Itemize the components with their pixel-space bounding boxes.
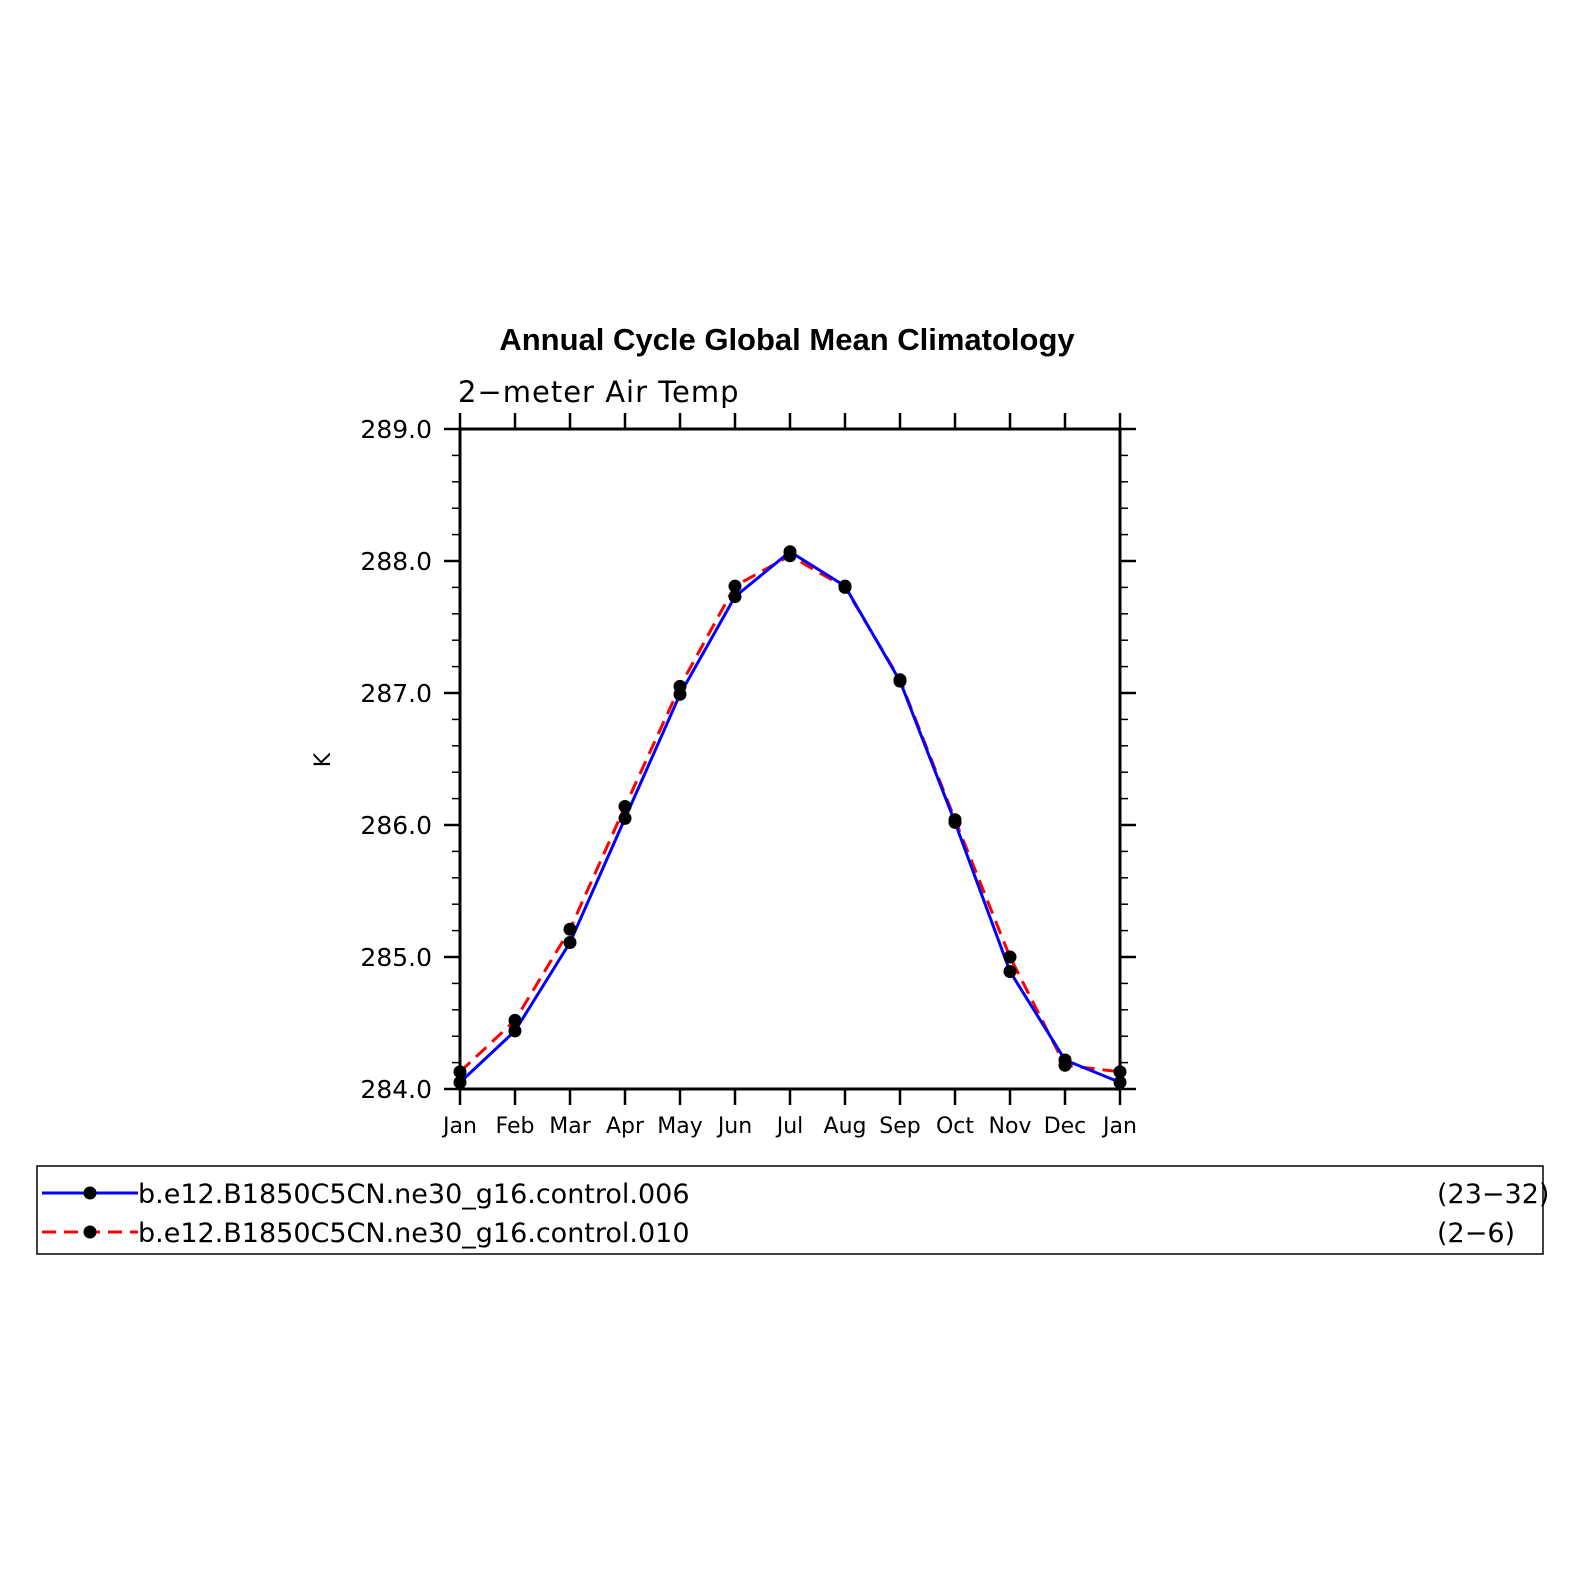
series-1-point-3 [618,800,632,814]
legend-series-name-0: b.e12.B1850C5CN.ne30_g16.control.006 [138,1179,690,1210]
axis-ticks [444,413,1136,1105]
series-0-point-0 [453,1075,467,1089]
legend-marker-0 [83,1186,97,1200]
chart-title: Annual Cycle Global Mean Climatology [499,322,1075,357]
series-points [453,545,1127,1089]
legend-series-name-1: b.e12.B1850C5CN.ne30_g16.control.010 [138,1218,690,1249]
series-1-point-7 [838,580,852,594]
series-0-point-10 [1003,965,1017,979]
chart-subtitle: 2−meter Air Temp [458,375,740,409]
series-line-0 [458,549,1121,1084]
series-1-point-12 [1113,1065,1127,1079]
legend-series-years-1: (2−6) [1437,1218,1515,1249]
series-0-point-2 [563,935,577,949]
series-1-point-0 [453,1065,467,1079]
series-1-point-2 [563,922,577,936]
legend-entries: b.e12.B1850C5CN.ne30_g16.control.006 (23−… [42,1179,1549,1249]
x-tick-label-4: May [657,1114,702,1139]
series-1-point-10 [1003,950,1017,964]
series-1-point-6 [783,549,797,563]
y-tick-label-3: 287.0 [360,679,432,708]
x-tick-label-12: Jan [1101,1114,1137,1139]
series-1-point-8 [893,673,907,687]
legend-series-years-0: (23−32) [1437,1179,1549,1210]
x-tick-label-3: Apr [606,1114,645,1139]
y-tick-label-1: 285.0 [360,943,432,972]
x-tick-label-7: Aug [824,1114,867,1139]
x-tick-label-1: Feb [496,1114,535,1139]
x-tick-label-5: Jun [716,1114,752,1139]
x-tick-label-10: Nov [989,1114,1032,1139]
series-0-point-5 [728,590,742,604]
series-1-point-9 [948,813,962,827]
series-lines [458,549,1121,1084]
x-tick-label-2: Mar [549,1114,591,1139]
series-0-point-12 [1113,1075,1127,1089]
legend-marker-1 [83,1225,97,1239]
x-tick-label-6: Jul [775,1114,804,1139]
axis-tick-labels: Jan Feb Mar Apr May Jun Jul Aug Sep Oct Nov Dec Jan 2… [360,415,1137,1139]
y-axis-label: K [311,752,336,767]
series-1-point-4 [673,679,687,693]
y-tick-label-0: 284.0 [360,1075,432,1104]
x-tick-label-8: Sep [879,1114,920,1139]
x-tick-label-11: Dec [1044,1114,1087,1139]
y-tick-label-5: 289.0 [360,415,432,444]
series-line-1 [458,553,1121,1074]
series-1-point-5 [728,579,742,593]
series-1-point-11 [1058,1058,1072,1072]
series-1-point-1 [508,1013,522,1027]
series-0-point-1 [508,1024,522,1038]
legend-box [36,1165,1544,1255]
series-0-point-3 [618,811,632,825]
x-tick-label-0: Jan [441,1114,477,1139]
y-tick-label-4: 288.0 [360,547,432,576]
y-tick-label-2: 286.0 [360,811,432,840]
x-tick-label-9: Oct [936,1114,974,1139]
